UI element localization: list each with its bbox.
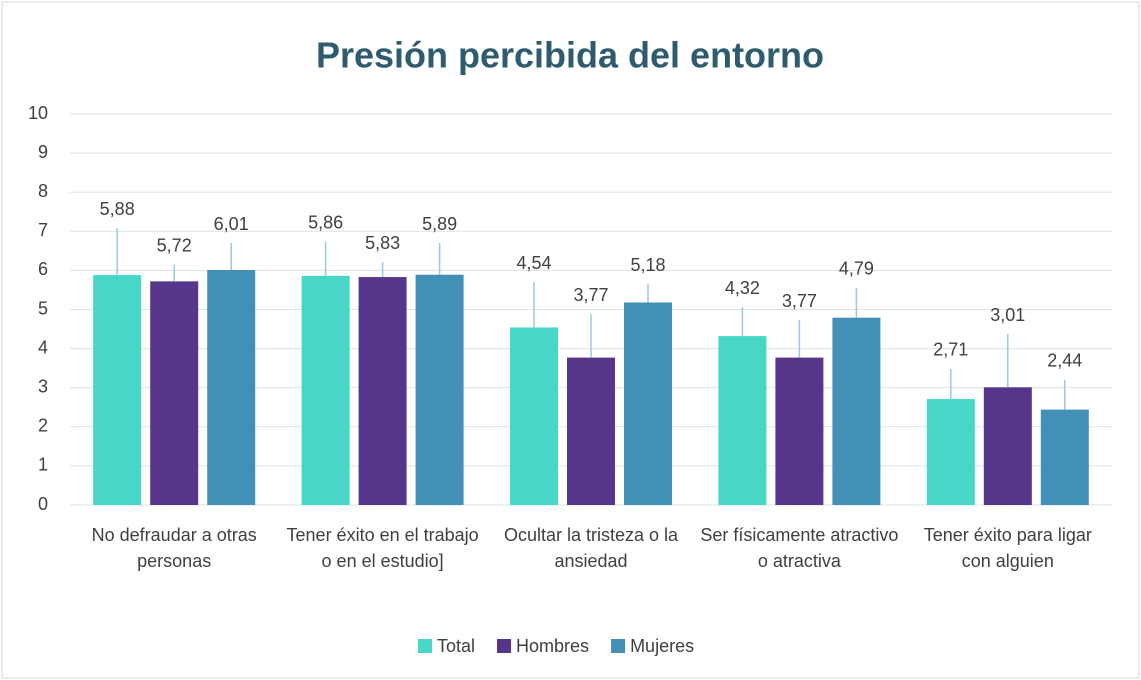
bar — [832, 317, 881, 505]
y-tick-label: 4 — [38, 337, 48, 357]
x-tick-label: Ocultar la tristeza o la ansiedad — [503, 525, 679, 571]
y-tick-label: 7 — [38, 220, 48, 240]
y-tick-label: 8 — [38, 181, 48, 201]
legend-label: Hombres — [516, 636, 589, 656]
x-tick-label: Tener éxito para ligar con alguien — [923, 525, 1092, 571]
data-label: 5,18 — [630, 255, 665, 275]
data-label: 2,71 — [933, 340, 968, 360]
bar — [358, 277, 407, 505]
y-tick-label: 0 — [38, 494, 48, 514]
y-tick-label: 6 — [38, 259, 48, 279]
y-tick-label: 3 — [38, 376, 48, 396]
data-label: 5,89 — [422, 214, 457, 234]
bar — [510, 327, 558, 505]
bar — [1040, 409, 1089, 505]
x-tick-label: No defraudar a otras personas — [91, 525, 257, 571]
x-tick-label: Ser físicamente atractivo o atractiva — [700, 525, 899, 571]
legend-swatch — [497, 639, 512, 653]
legend-swatch — [418, 639, 432, 653]
y-tick-label: 9 — [38, 142, 48, 162]
bar — [983, 387, 1032, 505]
data-label: 6,01 — [214, 214, 249, 234]
legend-swatch — [611, 639, 626, 653]
data-label: 3,01 — [990, 305, 1025, 325]
data-label: 5,83 — [365, 233, 400, 253]
y-tick-label: 1 — [38, 455, 48, 475]
data-label: 4,32 — [725, 278, 760, 298]
chart-title: Presión percibida del entorno — [316, 35, 824, 76]
bar — [415, 274, 464, 505]
bar — [775, 357, 824, 505]
bar — [624, 302, 672, 505]
y-tick-label: 5 — [38, 298, 48, 318]
data-label: 3,77 — [782, 291, 817, 311]
data-label: 4,79 — [839, 259, 874, 279]
legend-label: Mujeres — [630, 636, 694, 656]
y-tick-label: 10 — [28, 103, 48, 123]
bar — [718, 336, 767, 505]
data-label: 2,44 — [1047, 351, 1082, 371]
bar — [926, 399, 975, 505]
bar — [207, 270, 256, 505]
y-tick-label: 2 — [38, 416, 48, 436]
data-label: 5,86 — [308, 213, 343, 233]
bar — [301, 275, 350, 505]
data-label: 5,88 — [100, 199, 135, 219]
data-label: 3,77 — [573, 285, 608, 305]
legend-label: Total — [437, 636, 475, 656]
bar — [567, 357, 615, 505]
data-label: 4,54 — [516, 253, 551, 273]
x-tick-label: Tener éxito en el trabajo o en el estudi… — [286, 525, 479, 571]
bar — [93, 275, 142, 505]
data-label: 5,72 — [157, 236, 192, 256]
bar — [150, 281, 199, 505]
